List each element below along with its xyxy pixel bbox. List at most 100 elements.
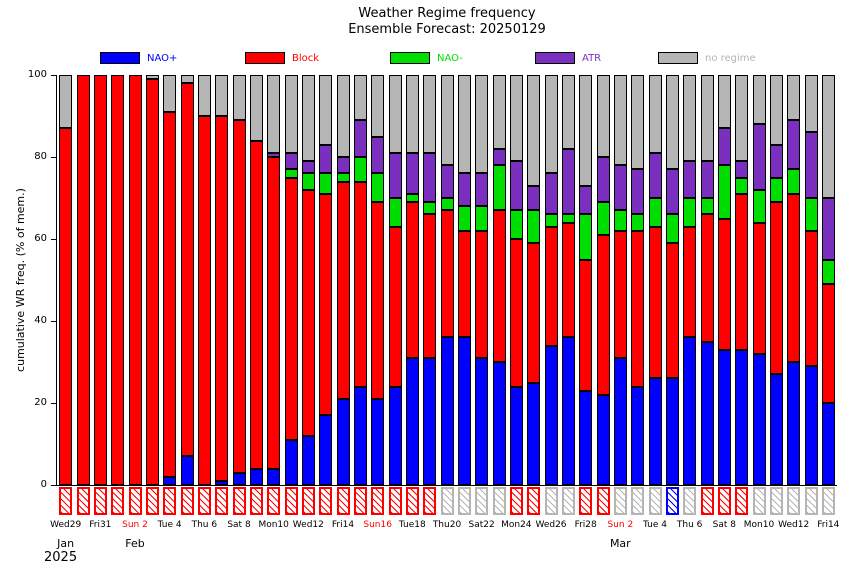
bar-segment-nao [596,394,610,485]
bar-segment-block [284,177,298,440]
stacked-bar [111,75,125,485]
bar-segment-no-regime [631,75,645,170]
dominant-regime-box-no-regime [752,487,766,515]
stacked-bar [596,75,610,485]
bar-segment-nao [804,198,818,231]
bar-segment-no-regime [509,75,523,162]
bar-segment-block [700,214,714,342]
dominant-regime-box-no-regime [492,487,506,515]
bar-segment-no-regime [457,75,471,174]
y-tick-mark [51,157,57,158]
bar-segment-block [821,284,835,403]
bar-segment-nao [509,210,523,239]
bar-segment-nao [423,202,437,215]
bar-segment-nao [769,177,783,203]
dominant-regime-box-no-regime [787,487,801,515]
dominant-regime-box-block [353,487,367,515]
dominant-regime-box-block [145,487,159,515]
bar-segment-nao [492,165,506,211]
stacked-bar [613,75,627,485]
dominant-regime-box-block [319,487,333,515]
bar-segment-nao [579,390,593,485]
bar-segment-nao [180,456,194,485]
month-label-mar: Mar [609,537,631,550]
dominant-regime-box-block [371,487,385,515]
stacked-bar [804,75,818,485]
bar-segment-no-regime [475,75,489,174]
x-tick-label: Mon10 [743,520,775,530]
bar-segment-block [267,157,281,469]
stacked-bar [527,75,541,485]
chart-subtitle: Ensemble Forecast: 20250129 [348,22,546,37]
legend-swatch-nao [390,52,430,64]
bar-segment-block [717,218,731,350]
x-tick-label: Thu20 [432,520,462,530]
dominant-regime-box-no-regime [804,487,818,515]
bar-segment-no-regime [717,75,731,129]
legend-label-nao: NAO- [437,52,463,64]
bar-segment-nao [769,374,783,485]
bar-segment-no-regime [596,75,610,157]
bar-segment-nao [301,173,315,190]
bar-segment-atr [787,120,801,170]
bar-segment-atr [353,120,367,157]
legend: NAO+ Block NAO- ATR no regime [0,52,850,68]
bar-segment-nao [405,357,419,485]
month-label-jan: Jan [57,537,75,550]
legend-swatch-block [245,52,285,64]
dominant-regime-box-no-regime [648,487,662,515]
stacked-bar [735,75,749,485]
bar-segment-nao [232,472,246,485]
bar-segment-block [804,230,818,367]
bar-segment-no-regime [561,75,575,149]
bar-segment-block [301,189,315,436]
bar-segment-atr [821,198,835,260]
bar-segment-atr [440,165,454,198]
dominant-regime-box-block [423,487,437,515]
dominant-regime-box-block [336,487,350,515]
bar-segment-nao [596,202,610,235]
bar-segment-nao [267,468,281,485]
x-tick-label: Sun 2 [607,520,634,530]
y-tick-label: 20 [34,397,47,408]
y-tick-label: 60 [34,233,47,244]
bar-segment-nao [215,480,229,485]
bar-segment-block [752,222,766,354]
bar-segment-atr [388,152,402,198]
bar-segment-atr [596,157,610,203]
bar-segment-atr [475,173,489,207]
bar-segment-block [353,181,367,387]
bar-segment-nao [700,198,714,215]
bar-segment-block [371,202,385,399]
dominant-regime-box-block [76,487,90,515]
bar-segment-nao [527,210,541,244]
bar-segment-no-regime [388,75,402,153]
bar-segment-nao [561,337,575,485]
bar-segment-no-regime [821,75,835,198]
legend-item-block: Block [245,52,319,64]
legend-swatch-atr [535,52,575,64]
stacked-bar [787,75,801,485]
bar-segment-nao [752,189,766,223]
bar-segment-no-regime [249,75,263,141]
x-tick-label: Fri14 [817,520,840,530]
bar-segment-nao [388,198,402,227]
x-tick-label: Fri28 [574,520,597,530]
bar-segment-block [59,128,73,485]
bar-segment-nao [423,357,437,485]
stacked-bar [371,75,385,485]
bar-segment-no-regime [735,75,749,162]
bar-segment-nao [371,173,385,203]
x-tick-label: Mon24 [501,520,532,530]
bar-segment-no-regime [232,75,246,121]
stacked-bar [76,75,90,485]
bar-segment-block [319,193,333,416]
bar-segment-nao [284,439,298,485]
stacked-bar [284,75,298,485]
y-tick-mark [51,485,57,486]
bar-segment-nao [319,173,333,194]
stacked-bar [717,75,731,485]
bar-segment-atr [683,161,697,198]
dominant-regime-box-block [128,487,142,515]
bar-segment-nao [821,403,835,485]
